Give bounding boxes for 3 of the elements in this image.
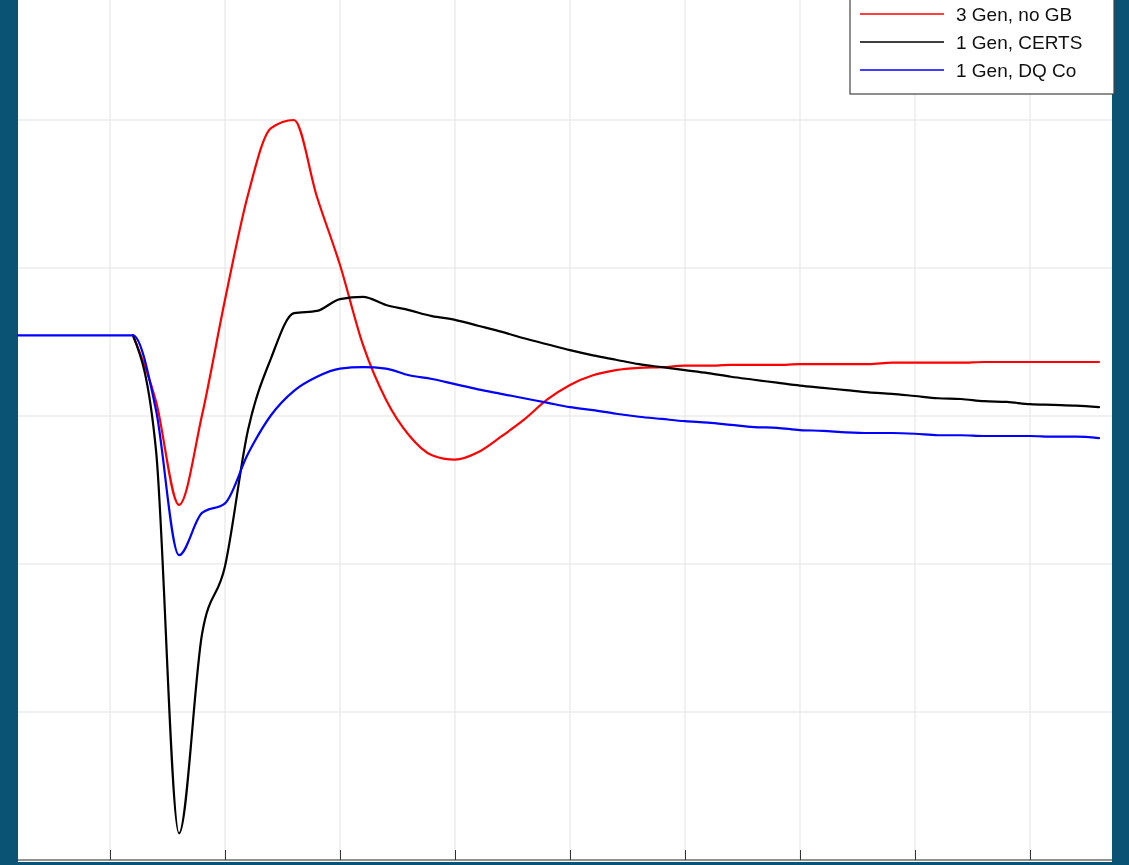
legend-label: 1 Gen, DQ Co bbox=[956, 60, 1077, 81]
legend-label: 3 Gen, no GB bbox=[956, 4, 1073, 25]
legend-label: 1 Gen, CERTS bbox=[956, 32, 1083, 53]
